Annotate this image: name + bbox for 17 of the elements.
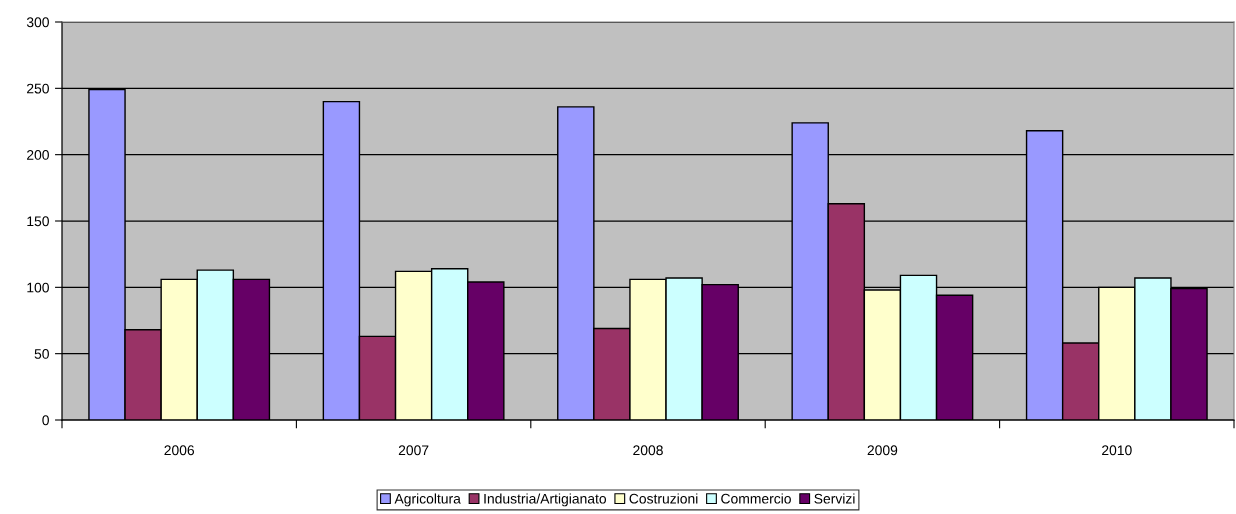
legend-label: Commercio xyxy=(721,493,791,504)
y-tick-label: 250 xyxy=(27,83,49,94)
x-tick-label: 2008 xyxy=(633,445,663,456)
legend-label: Agricoltura xyxy=(394,493,461,507)
y-tick-label: 50 xyxy=(34,349,49,359)
y-tick-label: 100 xyxy=(27,282,49,293)
legend-label: Servizi xyxy=(814,493,855,504)
x-tick-label: 2006 xyxy=(164,445,195,456)
x-tick-label: 2009 xyxy=(867,445,898,456)
y-tick-label: 150 xyxy=(27,216,49,227)
legend-label: Industria/Artigianato xyxy=(484,493,607,507)
x-tick-label: 2010 xyxy=(1102,445,1132,456)
y-tick-label: 0 xyxy=(42,415,49,426)
y-tick-label: 200 xyxy=(27,150,49,160)
x-tick-label: 2007 xyxy=(398,445,429,456)
y-tick-label: 300 xyxy=(26,17,49,28)
legend-label: Costruzioni xyxy=(629,493,698,504)
